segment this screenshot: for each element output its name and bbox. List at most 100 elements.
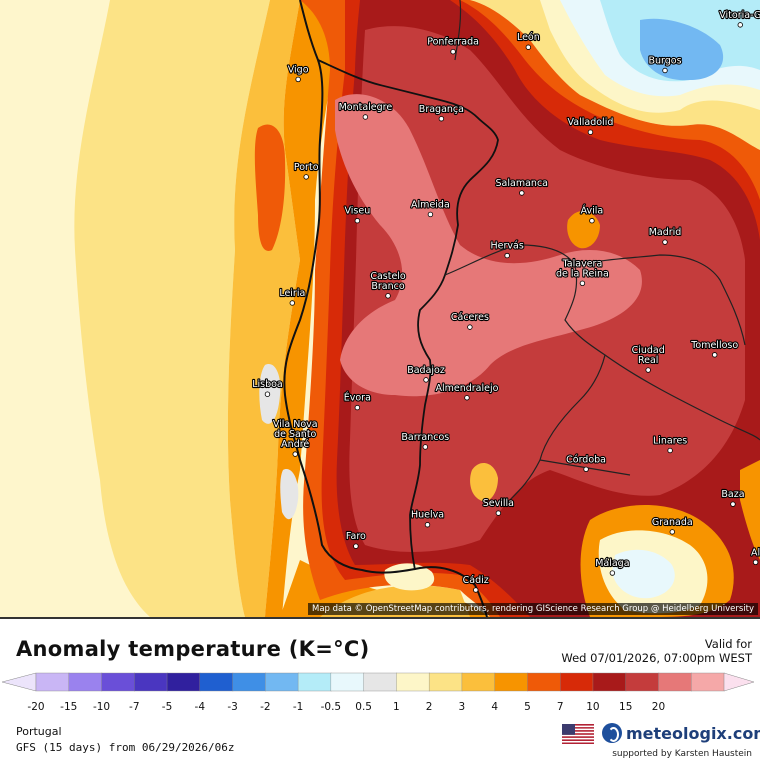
city-marker	[289, 300, 296, 306]
city-label: Leiria	[279, 288, 305, 299]
city-label: Évora	[344, 392, 371, 404]
city-label: Vigo	[288, 64, 309, 75]
city-label: Faro	[346, 531, 366, 542]
city-sevilla: Sevilla	[482, 497, 515, 516]
city-vitoria-g: Vitoria-G	[718, 9, 760, 28]
city-marker	[362, 114, 369, 120]
legend-panel: Anomaly temperature (K=°C) Valid for Wed…	[0, 617, 760, 762]
scale-swatch	[428, 672, 463, 692]
city-marker	[583, 466, 589, 473]
support-credit: supported by Karsten Haustein	[612, 749, 752, 759]
scale-tick-label: 0.5	[355, 701, 372, 713]
valid-time: Wed 07/01/2026, 07:00pm WEST	[561, 651, 752, 665]
city-label: Lisboa	[252, 379, 283, 390]
city-marker	[519, 190, 525, 196]
scale-tick-label: -2	[260, 701, 271, 713]
city-almendralejo: Almendralejo	[434, 382, 500, 401]
city-badajoz: Badajoz	[406, 364, 446, 383]
meteologix-logo[interactable]: meteologix.com	[602, 723, 760, 743]
city-marker	[427, 211, 434, 218]
city-label: Baza	[721, 489, 744, 500]
city-ponferrada: Ponferrada	[426, 36, 480, 55]
city-bragan-a: Bragança	[418, 103, 465, 122]
city-marker	[504, 252, 510, 259]
map-canvas: Vitoria-G Ponferrada León Burgos Vigo Montale…	[0, 0, 760, 617]
scale-tick-label: -7	[129, 701, 140, 713]
city-label: Valladolid	[568, 117, 614, 128]
city-label: León	[517, 32, 540, 43]
city-baza: Baza	[720, 488, 746, 507]
city-marker	[473, 587, 479, 593]
scale-tick-label: -4	[194, 701, 206, 713]
city-marker	[662, 239, 668, 245]
city-marker	[385, 293, 391, 299]
scale-swatch	[297, 672, 332, 692]
city-label: Al	[751, 547, 760, 558]
city-herv-s: Hervás	[489, 239, 525, 259]
city-label: Ciudad	[632, 345, 665, 356]
city-madrid: Madrid	[648, 226, 682, 245]
city-marker	[303, 174, 309, 180]
city-marker	[589, 218, 595, 224]
anomaly-fill-layer	[0, 0, 760, 617]
city-label: Barrancos	[401, 432, 449, 443]
city-label: Talavera	[562, 258, 603, 269]
city-label: Badajoz	[407, 365, 445, 376]
model-run: GFS (15 days) from 06/29/2026/06z	[16, 741, 235, 754]
city-porto: Porto	[293, 161, 320, 180]
city-c-diz: Cádiz	[462, 574, 490, 593]
city-marker	[667, 447, 673, 454]
city-label: Hervás	[491, 241, 524, 252]
city-burgos: Burgos	[647, 54, 683, 74]
scale-swatch	[527, 672, 561, 692]
city-marker	[662, 67, 668, 74]
city-label: Salamanca	[496, 178, 548, 189]
city-marker	[264, 391, 271, 397]
city-almeida: Almeida	[410, 198, 451, 218]
city--vora: Évora	[343, 391, 372, 411]
scale-swatch	[199, 672, 234, 692]
temperature-anomaly-map[interactable]: Vitoria-G Ponferrada León Burgos Vigo Montale…	[0, 0, 760, 617]
scale-tick-label: -10	[92, 701, 111, 713]
city-marker	[422, 444, 429, 450]
map-attribution[interactable]: Map data © OpenStreetMap contributors, r…	[308, 603, 758, 615]
scale-swatch	[559, 672, 594, 692]
scale-tick-label: 15	[619, 701, 633, 713]
city-huelva: Huelva	[410, 509, 445, 528]
city-label: Ponferrada	[427, 37, 479, 48]
city-marker	[730, 501, 736, 507]
city-label: Viseu	[344, 206, 370, 217]
scale-tick-label: -0.5	[320, 701, 342, 713]
city-label: Cáceres	[451, 312, 489, 323]
brand-name: meteologix.com	[626, 723, 760, 743]
city-label: Almendralejo	[435, 383, 498, 394]
city-label: Castelo	[370, 271, 406, 282]
scale-tick-label: 7	[556, 701, 564, 713]
legend-title: Anomaly temperature (K=°C)	[16, 637, 370, 661]
scale-tick-label: -1	[292, 701, 304, 713]
scale-tick-label: 4	[491, 701, 498, 713]
scale-swatch	[101, 672, 135, 692]
city-marker	[525, 44, 532, 50]
us-flag-icon[interactable]	[562, 724, 594, 744]
city--vila: Ávila	[579, 204, 604, 224]
city-label: Tomelloso	[690, 340, 738, 351]
city-c-ceres: Cáceres	[450, 311, 490, 330]
city-label: Porto	[294, 162, 319, 173]
city-label: Almeida	[411, 199, 450, 210]
border-lines	[283, 0, 760, 617]
city-label: Sevilla	[483, 498, 514, 509]
scale-swatch	[396, 672, 430, 692]
city-marker	[609, 570, 616, 576]
city-vigo: Vigo	[287, 63, 310, 83]
scale-tick-label: 1	[393, 701, 400, 713]
city-label: Huelva	[411, 510, 444, 521]
city-marker	[669, 529, 676, 535]
city-label: Córdoba	[566, 454, 606, 465]
scale-tick-label: 20	[651, 701, 666, 713]
scale-swatch	[35, 672, 70, 692]
scale-tick-label: -20	[27, 701, 45, 713]
meteologix-logo-icon	[602, 723, 622, 743]
